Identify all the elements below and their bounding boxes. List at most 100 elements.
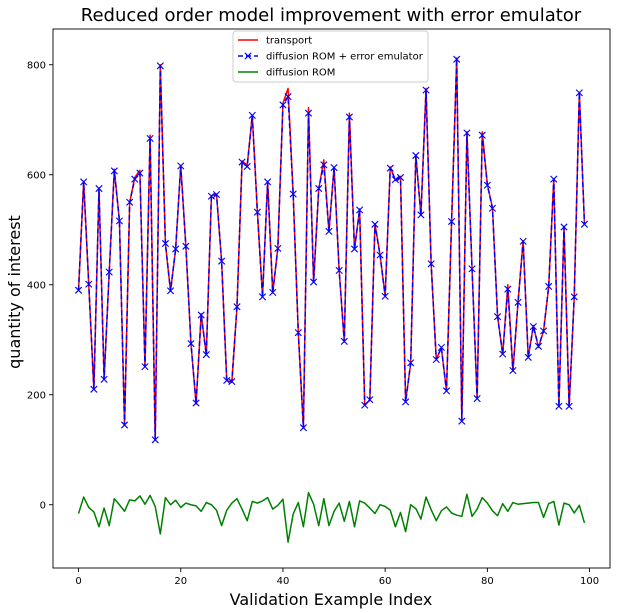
series-marker-1 bbox=[529, 322, 537, 331]
series-marker-1 bbox=[80, 178, 88, 186]
series-marker-1 bbox=[422, 86, 430, 94]
series-marker-1 bbox=[320, 161, 328, 169]
series-marker-1 bbox=[310, 278, 318, 286]
series-marker-1 bbox=[534, 342, 543, 350]
series-marker-1 bbox=[253, 208, 261, 216]
series-marker-1 bbox=[340, 337, 348, 345]
series-marker-1 bbox=[514, 298, 522, 306]
legend-label-0: transport bbox=[266, 36, 312, 47]
series-marker-1 bbox=[509, 366, 517, 375]
series-marker-1 bbox=[115, 217, 124, 225]
series-marker-1 bbox=[524, 353, 532, 361]
chart-title: Reduced order model improvement with err… bbox=[81, 5, 582, 26]
series-marker-1 bbox=[550, 175, 558, 183]
series-line-1 bbox=[77, 58, 586, 441]
series-marker-1 bbox=[264, 178, 272, 186]
series-marker-1 bbox=[172, 245, 180, 253]
plot-frame bbox=[52, 28, 611, 569]
series-marker-1 bbox=[269, 288, 277, 297]
series-marker-1 bbox=[299, 424, 307, 432]
series-marker-1 bbox=[304, 109, 313, 117]
series-marker-1 bbox=[366, 396, 374, 404]
series-marker-1 bbox=[458, 417, 466, 425]
series-marker-1 bbox=[575, 89, 583, 97]
x-tick-label: 60 bbox=[379, 576, 392, 587]
series-line-2 bbox=[77, 491, 586, 543]
x-axis-label: Validation Example Index bbox=[230, 590, 433, 609]
series-marker-1 bbox=[499, 350, 507, 358]
series-marker-1 bbox=[483, 181, 491, 189]
series-marker-1 bbox=[279, 101, 287, 109]
series-marker-1 bbox=[519, 237, 527, 245]
series-marker-1 bbox=[284, 93, 292, 101]
y-tick-label: 400 bbox=[27, 280, 46, 291]
series-marker-1 bbox=[493, 313, 502, 321]
x-tick-label: 40 bbox=[277, 576, 290, 587]
x-tick-label: 80 bbox=[481, 576, 494, 587]
series-marker-1 bbox=[417, 211, 425, 219]
series-marker-1 bbox=[560, 223, 568, 231]
series-marker-1 bbox=[386, 164, 394, 172]
series-marker-1 bbox=[356, 206, 364, 214]
y-tick-label: 800 bbox=[27, 60, 46, 71]
x-tick-label: 20 bbox=[174, 576, 187, 587]
series-marker-1 bbox=[233, 303, 241, 311]
series-marker-1 bbox=[197, 311, 205, 319]
series-marker-1 bbox=[192, 399, 200, 407]
y-axis-label: quantity of interest bbox=[5, 215, 24, 369]
series-marker-1 bbox=[212, 190, 221, 199]
series-marker-1 bbox=[396, 173, 405, 182]
series-marker-1 bbox=[391, 176, 399, 184]
series-marker-1 bbox=[539, 327, 548, 335]
y-tick-label: 0 bbox=[40, 500, 46, 511]
series-marker-1 bbox=[442, 387, 451, 395]
series-marker-1 bbox=[110, 167, 118, 175]
series-marker-1 bbox=[151, 436, 159, 444]
y-tick-label: 200 bbox=[27, 390, 46, 401]
series-marker-1 bbox=[105, 268, 113, 276]
series-marker-1 bbox=[453, 55, 461, 63]
plot-area: 0 20 40 60 80 100 0 200 400 600 800 transport diffus… bbox=[27, 28, 611, 587]
series-marker-1 bbox=[74, 286, 83, 294]
series-marker-1 bbox=[488, 204, 497, 212]
series-marker-1 bbox=[427, 260, 435, 268]
y-tick-label: 600 bbox=[27, 170, 46, 181]
series-marker-1 bbox=[274, 244, 282, 253]
series-marker-1 bbox=[335, 266, 343, 275]
series-marker-1 bbox=[202, 351, 210, 359]
series-marker-1 bbox=[350, 245, 359, 253]
series-marker-1 bbox=[248, 111, 256, 119]
series-marker-1 bbox=[330, 164, 338, 172]
legend-label-2: diffusion ROM bbox=[266, 68, 335, 79]
series-marker-1 bbox=[402, 398, 410, 406]
series-marker-1 bbox=[243, 162, 251, 171]
series-marker-1 bbox=[161, 239, 170, 248]
series-marker-1 bbox=[580, 220, 589, 228]
x-tick-label: 0 bbox=[75, 576, 81, 587]
series-marker-1 bbox=[228, 377, 236, 386]
series-marker-1 bbox=[565, 402, 573, 410]
series-marker-1 bbox=[156, 62, 164, 70]
series-marker-1 bbox=[473, 395, 481, 403]
series-marker-1 bbox=[289, 190, 297, 198]
series-marker-1 bbox=[187, 340, 195, 348]
legend-box bbox=[232, 30, 429, 83]
series-marker-1 bbox=[504, 285, 512, 293]
series-marker-1 bbox=[120, 421, 129, 429]
series-marker-1 bbox=[325, 227, 333, 235]
series-marker-1 bbox=[447, 217, 456, 226]
series-marker-1 bbox=[136, 169, 144, 177]
series-marker-1 bbox=[412, 151, 420, 160]
series-marker-1 bbox=[85, 280, 93, 288]
legend-label-1: diffusion ROM + error emulator bbox=[266, 52, 424, 63]
series-marker-1 bbox=[376, 251, 384, 259]
series-marker-1 bbox=[315, 184, 323, 193]
series-marker-1 bbox=[90, 385, 98, 393]
series-marker-1 bbox=[437, 343, 445, 352]
series-marker-1 bbox=[218, 257, 226, 265]
series-marker-1 bbox=[100, 375, 108, 383]
series-marker-1 bbox=[570, 293, 578, 301]
legend-marker-1 bbox=[244, 52, 252, 60]
series-marker-1 bbox=[371, 220, 379, 228]
